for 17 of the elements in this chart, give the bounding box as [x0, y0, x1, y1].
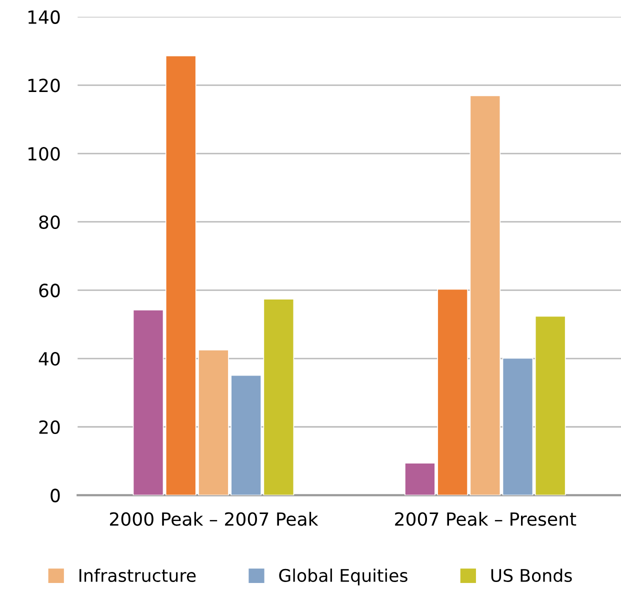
x-tick-label: 2007 Peak – Present — [395, 512, 576, 526]
legend-label: Infrastructure — [80, 568, 196, 582]
bar — [502, 358, 534, 496]
y-tick-label: 80 — [39, 215, 60, 229]
legend-label: Global Equities — [279, 568, 408, 586]
y-tick-label: 0 — [50, 488, 60, 502]
bar — [132, 310, 164, 496]
y-tick-label: 40 — [38, 352, 60, 366]
y-tick-label: 20 — [39, 420, 60, 434]
y-tick-label: 60 — [39, 284, 60, 298]
bar — [534, 316, 566, 496]
y-tick-label: 100 — [28, 146, 60, 161]
y-tick-label: 140 — [28, 10, 60, 24]
x-tick-label: 2000 Peak – 2007 Peak — [110, 512, 318, 526]
y-tick-label: 120 — [28, 78, 60, 92]
legend-label: US Bonds — [491, 568, 572, 582]
bar — [263, 298, 294, 496]
